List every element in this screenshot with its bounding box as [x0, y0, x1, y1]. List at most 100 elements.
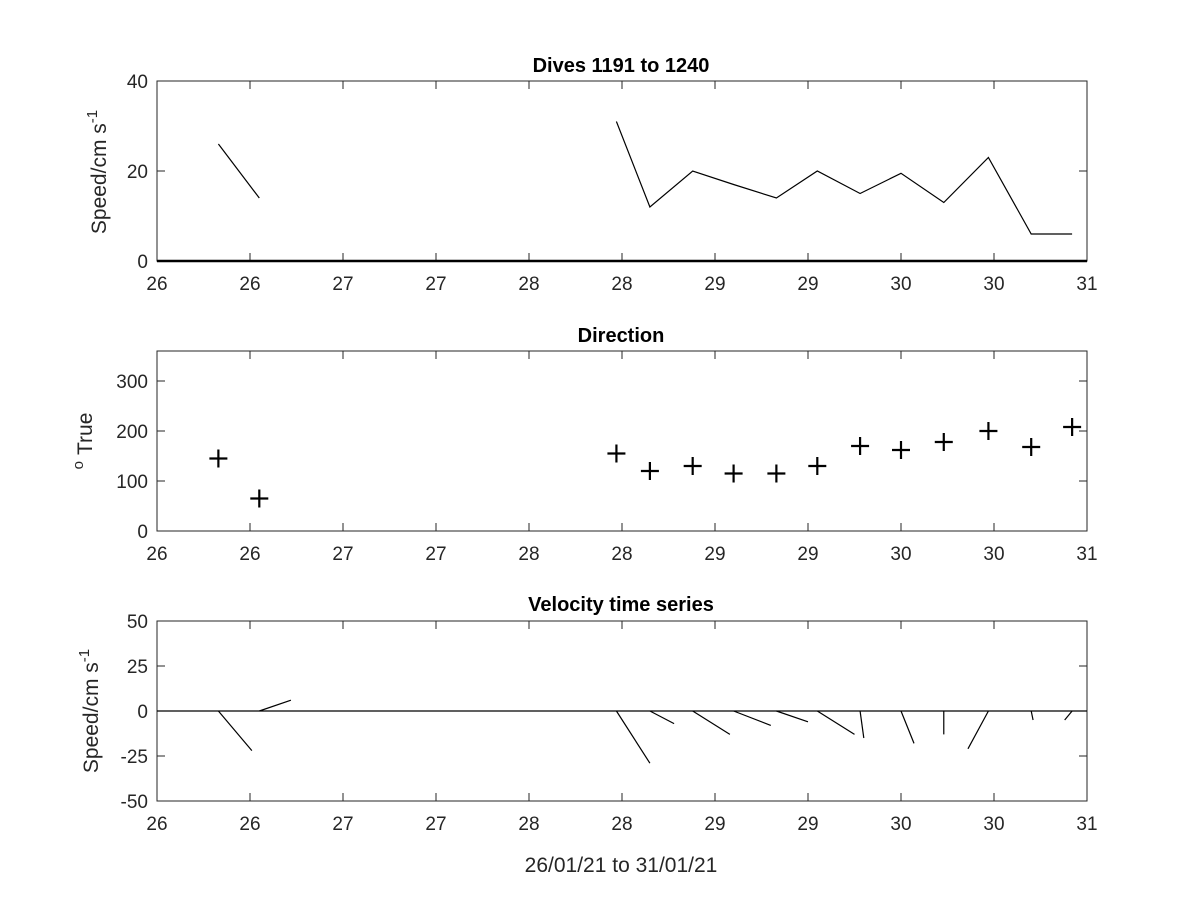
direction-point [767, 464, 786, 483]
direction-point [808, 457, 827, 475]
direction-panel-x-tick-label: 26 [239, 544, 260, 565]
speed-panel-x-tick-label: 29 [797, 274, 818, 295]
speed-panel-y-tick-label: 0 [137, 252, 148, 273]
velocity-stick [259, 699, 292, 712]
velocity-panel: Velocity time series 26 26 27 27 28 28 29 29 30 3… [76, 594, 1098, 877]
speed-panel-y-label-main: Speed/cm s [88, 123, 111, 234]
speed-panel-x-tick-label: 26 [146, 274, 167, 295]
velocity-stick [615, 710, 651, 764]
direction-point [934, 433, 953, 451]
direction-panel: Direction 26 26 27 27 28 28 29 29 30 30 31 0 100 200… [70, 325, 1098, 565]
speed-panel-x-tick-label: 30 [983, 274, 1004, 295]
speed-panel-x-tick-label: 28 [518, 274, 539, 295]
velocity-panel-plot-area [156, 620, 1088, 802]
direction-point [1063, 418, 1082, 436]
speed-series-line-2 [615, 121, 1073, 235]
speed-panel-x-tick-label: 26 [239, 274, 260, 295]
direction-panel-x-tick-label: 26 [146, 544, 167, 565]
speed-panel-x-tick-label: 30 [890, 274, 911, 295]
speed-panel-x-ticks: 26 26 27 27 28 28 29 29 30 30 31 [146, 81, 1098, 295]
direction-panel-y-tick-label: 300 [116, 372, 148, 393]
speed-panel-y-axis-label: Speed/cm s-1 [84, 110, 111, 234]
velocity-stick [776, 710, 809, 723]
velocity-panel-x-tick-label: 27 [332, 814, 353, 835]
velocity-panel-y-tick-label: 50 [127, 612, 148, 633]
velocity-panel-y-ticks: -50 -25 0 25 50 [121, 612, 1087, 813]
direction-point [724, 464, 743, 483]
velocity-panel-y-axis-label: Speed/cm s-1 [76, 649, 103, 773]
speed-panel-x-tick-label: 27 [425, 274, 446, 295]
velocity-panel-title: Velocity time series [528, 594, 714, 616]
velocity-stick [967, 710, 989, 750]
direction-point [851, 437, 870, 455]
velocity-stick [692, 710, 731, 735]
speed-panel-y-ticks: 0 20 40 [127, 72, 1087, 273]
direction-panel-y-tick-label: 200 [116, 422, 148, 443]
direction-panel-y-tick-label: 0 [137, 522, 148, 543]
speed-panel-x-tick-label: 28 [611, 274, 632, 295]
direction-panel-plot-area [156, 350, 1088, 532]
velocity-panel-x-tick-label: 26 [146, 814, 167, 835]
direction-panel-x-tick-label: 28 [611, 544, 632, 565]
velocity-panel-y-tick-label: -25 [121, 747, 148, 768]
speed-panel-x-tick-label: 29 [704, 274, 725, 295]
direction-panel-y-axis-label: o True [70, 413, 97, 470]
velocity-panel-x-tick-label: 30 [983, 814, 1004, 835]
velocity-stick [816, 710, 855, 735]
direction-point [209, 449, 228, 468]
velocity-panel-y-tick-label: 0 [137, 702, 148, 723]
direction-point [250, 489, 269, 508]
direction-panel-y-tick-label: 100 [116, 472, 148, 493]
velocity-panel-y-label-sup: -1 [76, 649, 93, 662]
velocity-panel-x-tick-label: 28 [611, 814, 632, 835]
velocity-panel-x-tick-label: 28 [518, 814, 539, 835]
direction-panel-title: Direction [578, 325, 665, 347]
velocity-panel-x-tick-label: 30 [890, 814, 911, 835]
velocity-stick [733, 710, 772, 726]
velocity-stick [1030, 710, 1034, 721]
direction-point [892, 441, 910, 459]
direction-panel-x-tick-label: 30 [983, 544, 1004, 565]
speed-panel-title: Dives 1191 to 1240 [533, 55, 710, 77]
direction-point [683, 457, 702, 475]
speed-panel-y-label-sup: -1 [84, 110, 101, 123]
direction-panel-y-label-main: True [74, 413, 97, 455]
velocity-panel-y-label-main: Speed/cm s [80, 662, 103, 773]
direction-panel-x-tick-label: 28 [518, 544, 539, 565]
speed-panel: Dives 1191 to 1240 26 26 27 27 28 28 29 29 30 30 3… [84, 55, 1098, 295]
direction-panel-x-tick-label: 31 [1076, 544, 1097, 565]
velocity-panel-x-tick-label: 29 [797, 814, 818, 835]
speed-series-line-1 [217, 143, 260, 199]
velocity-panel-y-tick-label: -50 [121, 792, 148, 813]
direction-panel-x-ticks: 26 26 27 27 28 28 29 29 30 30 31 [146, 351, 1098, 565]
direction-panel-axes-box [156, 350, 1088, 532]
direction-point [640, 462, 659, 480]
direction-panel-x-tick-label: 30 [890, 544, 911, 565]
speed-panel-y-tick-label: 20 [127, 162, 148, 183]
direction-panel-x-tick-label: 29 [704, 544, 725, 565]
velocity-stick [217, 710, 253, 751]
speed-panel-x-tick-label: 27 [332, 274, 353, 295]
velocity-panel-x-tick-label: 26 [239, 814, 260, 835]
direction-point [1022, 438, 1041, 456]
speed-panel-plot-area [156, 80, 1088, 263]
speed-panel-y-tick-label: 40 [127, 72, 148, 93]
velocity-panel-x-tick-label: 31 [1076, 814, 1097, 835]
velocity-panel-y-tick-label: 25 [127, 657, 148, 678]
velocity-panel-x-tick-label: 27 [425, 814, 446, 835]
velocity-stick [649, 710, 675, 725]
speed-panel-x-tick-label: 31 [1076, 274, 1097, 295]
direction-panel-y-label-sup: o [70, 461, 87, 469]
velocity-stick [900, 710, 915, 744]
direction-panel-x-tick-label: 27 [332, 544, 353, 565]
direction-panel-x-tick-label: 29 [797, 544, 818, 565]
direction-panel-x-tick-label: 27 [425, 544, 446, 565]
direction-point [979, 422, 998, 440]
velocity-panel-x-tick-label: 29 [704, 814, 725, 835]
velocity-panel-x-axis-label: 26/01/21 to 31/01/21 [525, 854, 718, 877]
velocity-stick [1064, 710, 1073, 721]
velocity-stick [859, 710, 865, 739]
direction-point [607, 444, 626, 463]
